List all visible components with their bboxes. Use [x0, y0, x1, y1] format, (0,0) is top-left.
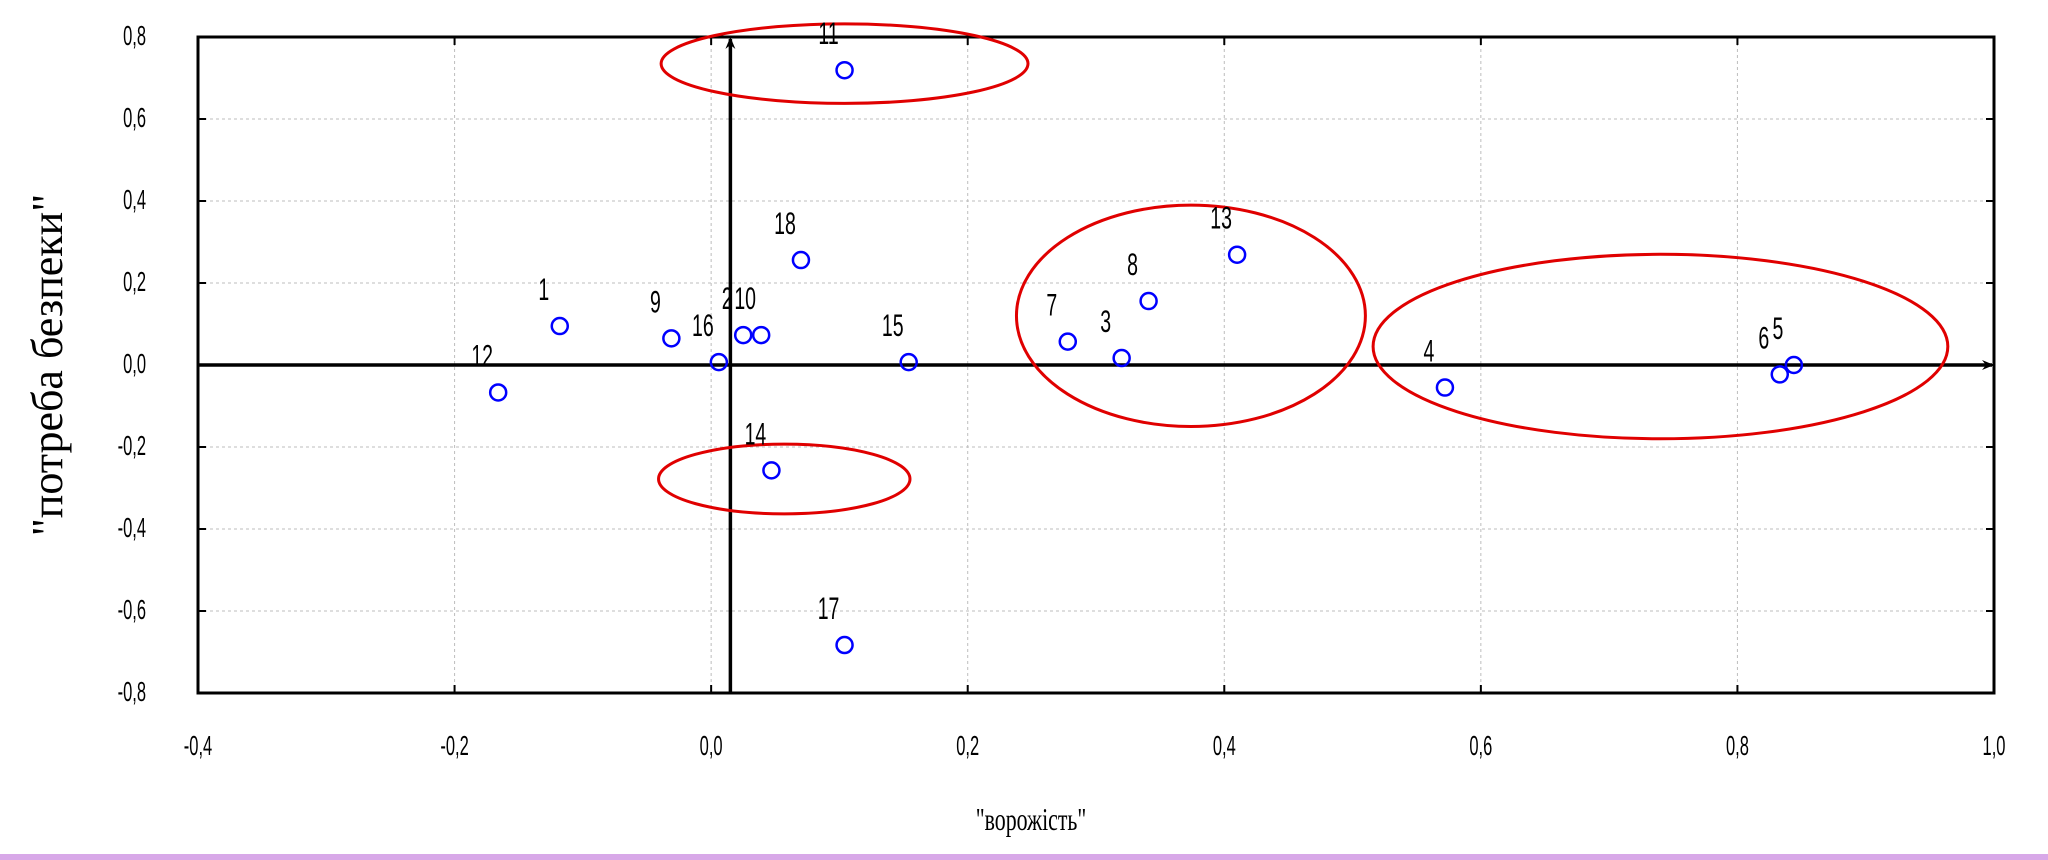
point-label: 9 — [650, 284, 661, 320]
point-label: 18 — [774, 205, 796, 241]
bottom-strip — [0, 854, 2048, 860]
data-point — [733, 325, 753, 345]
highlight-ellipse — [1371, 252, 1950, 441]
x-tick-label: 0,6 — [1469, 730, 1492, 762]
highlight-ellipse — [1014, 203, 1367, 428]
point-label: 7 — [1046, 287, 1057, 323]
point-label: 4 — [1424, 333, 1435, 369]
y-tick-label: 0,4 — [123, 184, 146, 216]
y-tick-label: -0,8 — [118, 676, 146, 708]
point-label: 14 — [745, 416, 767, 452]
data-point — [1435, 378, 1455, 397]
data-point — [709, 352, 729, 372]
center-axes — [198, 37, 1994, 693]
point-label: 17 — [818, 590, 840, 626]
highlight-ellipses — [657, 22, 1950, 516]
x-tick-label: -0,2 — [440, 730, 468, 762]
point-label: 11 — [818, 15, 838, 51]
point-label: 5 — [1772, 310, 1783, 346]
data-point — [1058, 332, 1078, 351]
point-label: 12 — [471, 338, 493, 374]
data-point — [899, 352, 918, 372]
x-tick-label: -0,4 — [184, 730, 212, 762]
data-point — [835, 60, 854, 80]
point-label: 1 — [538, 271, 549, 307]
x-tick-label: 0,0 — [700, 730, 723, 762]
y-axis-label: "потреба безпеки" — [23, 194, 72, 536]
highlight-ellipse — [659, 22, 1030, 105]
data-point — [1770, 365, 1790, 384]
data-point — [488, 383, 508, 402]
y-tick-label: -0,2 — [118, 430, 146, 462]
y-tick-label: -0,6 — [118, 594, 146, 626]
data-point — [762, 461, 781, 480]
point-label: 8 — [1127, 246, 1138, 282]
y-tick-label: 0,0 — [123, 348, 146, 380]
x-tick-label: 0,8 — [1726, 730, 1749, 762]
data-point — [662, 329, 681, 348]
data-point — [835, 635, 854, 655]
point-label: 6 — [1758, 320, 1769, 356]
data-point — [791, 250, 811, 270]
data-point — [1784, 355, 1804, 375]
data-point — [1227, 245, 1247, 264]
tick-labels: -0,4 -0,2 0,0 0,2 0,4 0,6 0,8 1,0 0,8 0,6 0,4 0,2 0,… — [118, 20, 2006, 762]
x-tick-label: 0,4 — [1213, 730, 1236, 762]
data-point — [1112, 348, 1131, 368]
point-label: 13 — [1210, 200, 1232, 236]
y-tick-label: 0,2 — [123, 266, 146, 298]
point-label: 16 — [692, 307, 714, 343]
x-tick-label: 1,0 — [1983, 730, 2006, 762]
y-tick-label: -0,4 — [118, 512, 146, 544]
highlight-ellipse — [657, 442, 912, 516]
point-label: 15 — [882, 307, 904, 343]
y-tick-label: 0,8 — [123, 20, 146, 52]
point-label: 3 — [1100, 303, 1111, 339]
point-label: 10 — [734, 280, 756, 316]
data-point — [550, 316, 570, 336]
data-point — [751, 325, 771, 345]
x-axis-label: "ворожість" — [976, 801, 1087, 837]
y-tick-label: 0,6 — [123, 102, 146, 134]
x-tick-label: 0,2 — [956, 730, 979, 762]
data-point — [1139, 291, 1158, 311]
point-label: 2 — [722, 280, 733, 316]
